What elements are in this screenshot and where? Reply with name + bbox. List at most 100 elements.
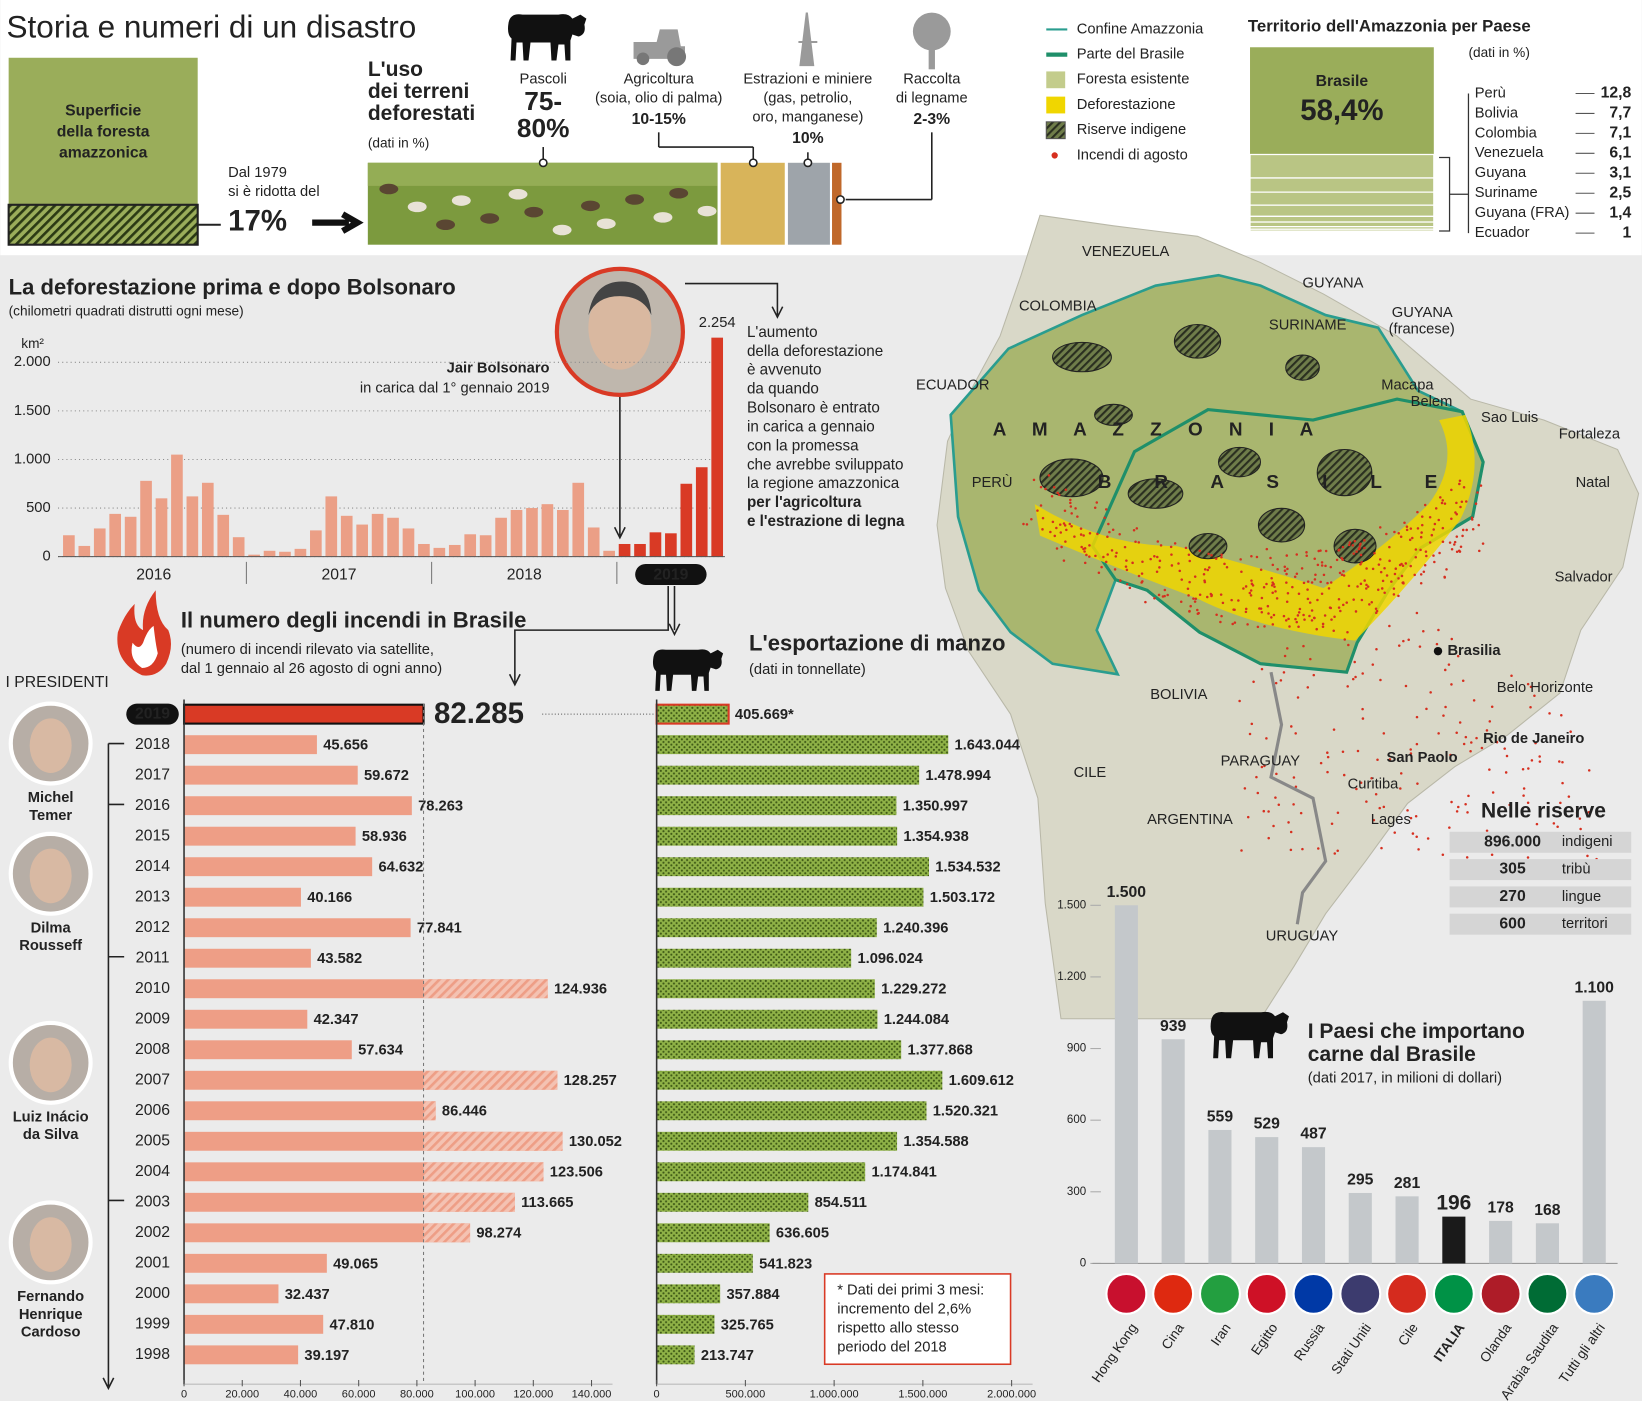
fire-dot bbox=[1313, 578, 1317, 581]
y-tick-label: 1.200 bbox=[1057, 971, 1086, 983]
fire-dot bbox=[1394, 567, 1398, 570]
fire-dot bbox=[1365, 583, 1368, 587]
fire-dot bbox=[1306, 597, 1310, 601]
fire-dot bbox=[1567, 795, 1571, 798]
fire-dot bbox=[1255, 775, 1258, 779]
value-label: 325.765 bbox=[721, 1317, 774, 1333]
bar bbox=[526, 508, 538, 557]
fire-dot bbox=[1100, 565, 1103, 569]
fire-dot bbox=[1060, 545, 1063, 549]
fire-dot bbox=[1491, 791, 1495, 794]
stack-segment bbox=[1249, 177, 1435, 193]
fire-dot bbox=[1306, 588, 1309, 591]
value-label: 1.354.938 bbox=[903, 829, 968, 845]
fire-dot bbox=[1326, 751, 1329, 754]
x-tick-label: 20.000 bbox=[225, 1389, 259, 1401]
fire-dot bbox=[1417, 848, 1420, 851]
fire-dot bbox=[1508, 803, 1511, 807]
fire-dot bbox=[1379, 570, 1383, 574]
fire-dot bbox=[1361, 707, 1364, 711]
fire-dot bbox=[1558, 760, 1561, 763]
bar bbox=[418, 543, 430, 557]
fire-dot bbox=[1041, 528, 1044, 531]
flag bbox=[1386, 1272, 1429, 1315]
fire-dot bbox=[1548, 712, 1551, 715]
reserves-value: 600 bbox=[1499, 915, 1526, 932]
fire-dot bbox=[1153, 596, 1156, 600]
fire-dot bbox=[1296, 696, 1300, 699]
fire-dot bbox=[1478, 549, 1481, 553]
fire-dot bbox=[1336, 811, 1340, 815]
fire-dot bbox=[1050, 494, 1054, 498]
fire-dot bbox=[1220, 553, 1223, 556]
flag bbox=[1526, 1272, 1569, 1315]
fire-dot bbox=[1458, 721, 1462, 724]
map-label: BOLIVIA bbox=[1150, 687, 1207, 703]
fire-dot bbox=[1450, 683, 1453, 686]
fire-dot bbox=[1243, 787, 1247, 790]
x-tick-label: ITALIA bbox=[1431, 1320, 1468, 1364]
fire-dot bbox=[1442, 714, 1445, 717]
photo-cattle bbox=[596, 218, 616, 229]
bar-hatch-overlay bbox=[423, 1070, 558, 1090]
fire-dot bbox=[1411, 832, 1415, 835]
fire-dot bbox=[1321, 625, 1325, 629]
fire-dot bbox=[1428, 541, 1432, 544]
legend-swatch bbox=[1045, 121, 1066, 140]
fire-dot bbox=[1450, 800, 1453, 804]
fire-dot bbox=[1424, 550, 1428, 553]
fire-dot bbox=[1193, 600, 1197, 603]
fire-dot bbox=[1505, 754, 1509, 758]
fire-dot bbox=[1413, 573, 1416, 577]
fire-dot bbox=[1430, 533, 1434, 537]
fire-dot bbox=[1342, 773, 1346, 777]
fire-dot bbox=[1125, 559, 1128, 562]
x-tick-label: 500.000 bbox=[725, 1389, 765, 1401]
fire-dot bbox=[1082, 534, 1085, 537]
fire-dot bbox=[1441, 853, 1445, 857]
bar bbox=[340, 515, 353, 557]
fire-dot bbox=[1353, 660, 1356, 664]
fire-dot bbox=[1485, 729, 1489, 732]
fire-dot bbox=[1055, 526, 1058, 530]
fire-dot bbox=[1069, 498, 1072, 502]
fire-dot bbox=[1399, 535, 1403, 539]
fire-dot bbox=[1068, 522, 1072, 526]
fire-dot bbox=[1315, 627, 1318, 631]
president-name: Rousseff bbox=[19, 938, 82, 954]
fire-dot bbox=[1432, 528, 1435, 531]
fire-dot bbox=[1374, 607, 1378, 610]
bar bbox=[186, 496, 199, 557]
reserves-row bbox=[1449, 886, 1632, 908]
fire-dot bbox=[1342, 603, 1345, 607]
forest-lost bbox=[7, 203, 199, 246]
x-tick-label: Olanda bbox=[1477, 1320, 1515, 1365]
bar bbox=[184, 1223, 471, 1243]
bar bbox=[656, 918, 877, 938]
chart-title: I Paesi che importano bbox=[1308, 1020, 1525, 1043]
fire-dot bbox=[1206, 568, 1210, 572]
fire-dot bbox=[1063, 509, 1067, 512]
y-tick-label: 1998 bbox=[135, 1346, 170, 1363]
fire-dot bbox=[1293, 575, 1297, 579]
fire-dot bbox=[1260, 667, 1264, 671]
fire-dot bbox=[1560, 714, 1563, 717]
fire-dot bbox=[1250, 582, 1254, 586]
photo-cattle bbox=[508, 189, 528, 200]
fire-dot bbox=[1434, 507, 1438, 510]
value-label: 357.884 bbox=[726, 1287, 780, 1303]
fire-dot bbox=[1065, 528, 1068, 532]
fire-dot bbox=[1282, 614, 1286, 618]
fire-dot bbox=[1269, 556, 1272, 560]
fire-dot bbox=[1347, 643, 1350, 647]
fire-dot bbox=[1282, 671, 1286, 674]
fire-dot bbox=[1302, 644, 1305, 648]
fire-dot bbox=[1283, 654, 1287, 658]
value-label: 487 bbox=[1300, 1126, 1327, 1143]
fire-dot bbox=[1285, 581, 1288, 584]
fire-dot bbox=[1230, 598, 1233, 602]
legend-label: Foresta esistente bbox=[1077, 72, 1190, 88]
fire-dot bbox=[1196, 608, 1199, 612]
bar-hatch-overlay bbox=[423, 1162, 544, 1182]
fire-dot bbox=[1457, 805, 1460, 809]
